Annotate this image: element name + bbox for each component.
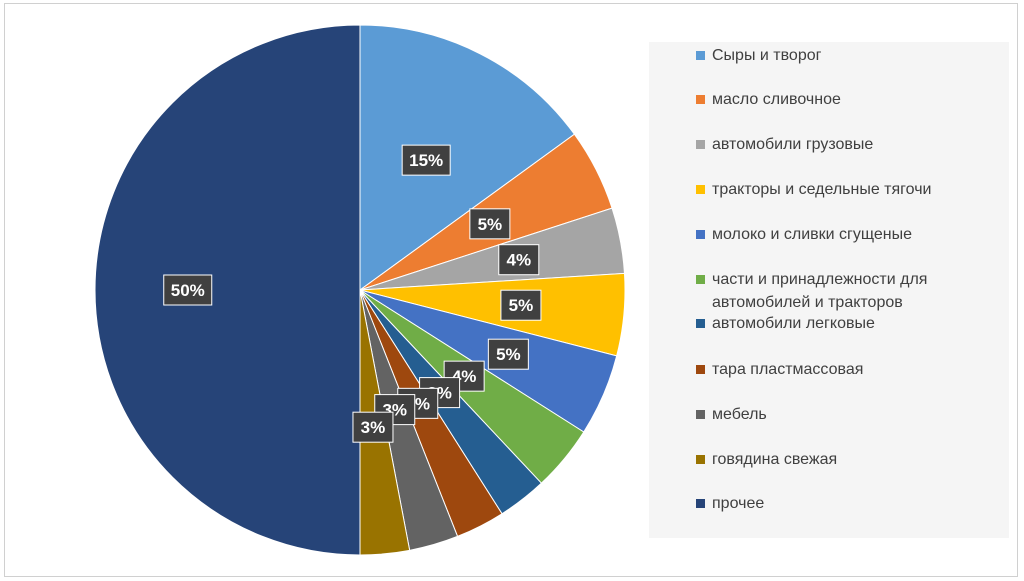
legend-swatch bbox=[696, 499, 705, 508]
legend-swatch bbox=[696, 455, 705, 464]
data-label-box bbox=[500, 289, 542, 321]
data-label-1: 5% bbox=[469, 208, 511, 240]
legend-label: автомобили грузовые bbox=[712, 136, 874, 153]
legend-swatch bbox=[696, 185, 705, 194]
legend-item-condensed-milk: молоко и сливки сгущеные bbox=[696, 223, 912, 246]
data-label-box bbox=[498, 244, 540, 276]
data-label-3: 5% bbox=[500, 289, 542, 321]
legend-item-other: прочее bbox=[696, 492, 764, 515]
legend: Сыры и творог масло сливочное автомобили… bbox=[649, 42, 1009, 538]
data-label-box bbox=[163, 274, 213, 306]
data-label-10: 50% bbox=[163, 274, 213, 306]
data-label-0: 15% bbox=[401, 144, 451, 176]
data-label-text: 5% bbox=[496, 345, 521, 364]
data-label-text: 5% bbox=[509, 296, 534, 315]
pie-slice-0 bbox=[359, 24, 576, 291]
data-label-box bbox=[469, 208, 511, 240]
legend-label: молоко и сливки сгущеные bbox=[712, 226, 912, 243]
legend-label: тракторы и седельные тягочи bbox=[712, 181, 932, 198]
legend-swatch bbox=[696, 95, 705, 104]
data-label-box bbox=[352, 411, 394, 443]
data-label-text: 5% bbox=[478, 215, 503, 234]
legend-label: Сыры и творог bbox=[712, 47, 822, 64]
legend-label: масло сливочное bbox=[712, 91, 841, 108]
legend-item-cheese: Сыры и творог bbox=[696, 44, 821, 67]
legend-label: говядина свежая bbox=[712, 451, 838, 468]
legend-swatch bbox=[696, 140, 705, 149]
legend-item-tractors: тракторы и седельные тягочи bbox=[696, 178, 931, 201]
legend-swatch bbox=[696, 230, 705, 239]
data-label-4: 5% bbox=[487, 338, 529, 370]
legend-item-furniture: мебель bbox=[696, 403, 767, 426]
data-label-text: 50% bbox=[171, 281, 205, 300]
data-label-text: 3% bbox=[361, 418, 386, 437]
legend-label: мебель bbox=[712, 406, 767, 423]
legend-item-parts: части и принадлежности для автомобилей и… bbox=[696, 268, 958, 314]
legend-swatch bbox=[696, 410, 705, 419]
legend-item-trucks: автомобили грузовые bbox=[696, 133, 873, 156]
data-label-2: 4% bbox=[498, 244, 540, 276]
legend-swatch bbox=[696, 275, 705, 284]
legend-item-butter: масло сливочное bbox=[696, 88, 841, 111]
legend-label: автомобили легковые bbox=[712, 315, 875, 332]
data-label-box bbox=[401, 144, 451, 176]
data-label-9: 3% bbox=[352, 411, 394, 443]
legend-swatch bbox=[696, 51, 705, 60]
legend-item-plastic: тара пластмассовая bbox=[696, 358, 863, 381]
pie-slice-10 bbox=[94, 24, 361, 556]
legend-item-beef: говядина свежая bbox=[696, 448, 837, 471]
legend-label: тара пластмассовая bbox=[712, 361, 864, 378]
legend-label: прочее bbox=[712, 495, 765, 512]
legend-swatch bbox=[696, 365, 705, 374]
legend-label: части и принадлежности для автомобилей и… bbox=[712, 271, 928, 311]
data-label-text: 4% bbox=[506, 251, 531, 270]
legend-item-cars: автомобили легковые bbox=[696, 312, 875, 335]
data-label-box bbox=[487, 338, 529, 370]
legend-swatch bbox=[696, 319, 705, 328]
data-label-text: 15% bbox=[409, 151, 443, 170]
